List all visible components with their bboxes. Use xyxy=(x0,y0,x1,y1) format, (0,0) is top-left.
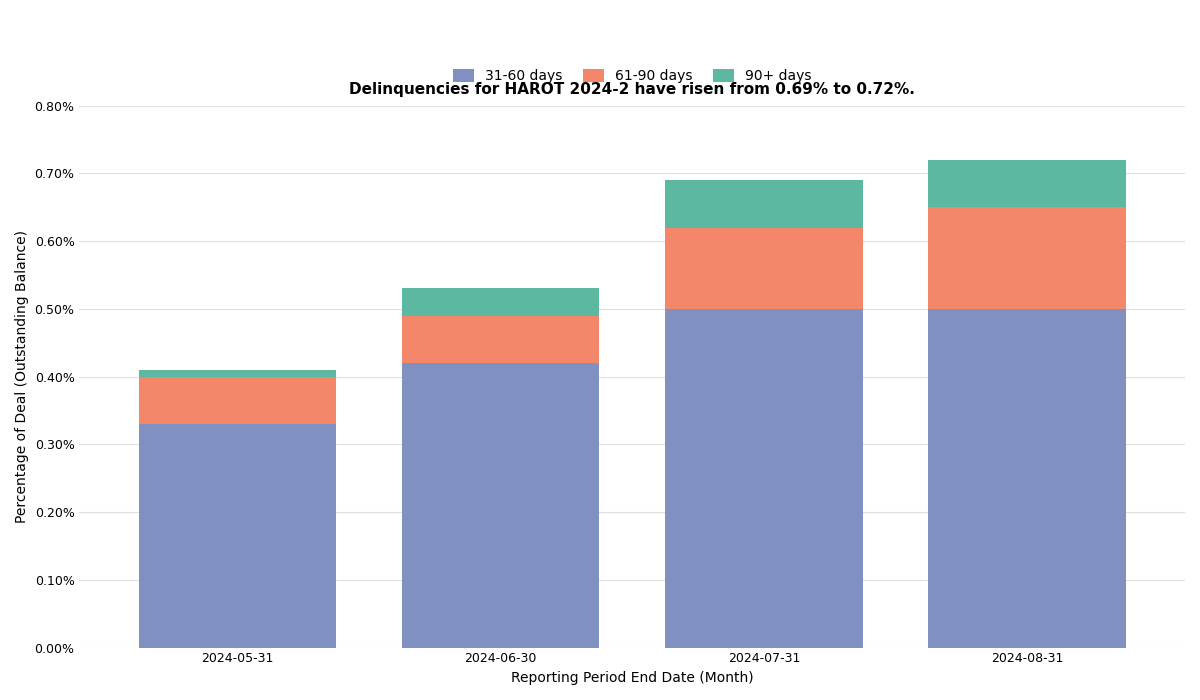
Legend: 31-60 days, 61-90 days, 90+ days: 31-60 days, 61-90 days, 90+ days xyxy=(448,64,817,89)
Bar xyxy=(139,377,336,424)
Bar xyxy=(139,370,336,377)
Title: Delinquencies for HAROT 2024-2 have risen from 0.69% to 0.72%.: Delinquencies for HAROT 2024-2 have rise… xyxy=(349,83,916,97)
Bar xyxy=(929,207,1126,309)
Bar xyxy=(402,316,599,363)
Bar xyxy=(929,160,1126,207)
Bar xyxy=(665,228,863,309)
Bar xyxy=(139,424,336,648)
Y-axis label: Percentage of Deal (Outstanding Balance): Percentage of Deal (Outstanding Balance) xyxy=(14,230,29,523)
Bar xyxy=(665,309,863,648)
X-axis label: Reporting Period End Date (Month): Reporting Period End Date (Month) xyxy=(511,671,754,685)
Bar xyxy=(402,288,599,316)
Bar xyxy=(665,180,863,228)
Bar xyxy=(402,363,599,648)
Bar xyxy=(929,309,1126,648)
